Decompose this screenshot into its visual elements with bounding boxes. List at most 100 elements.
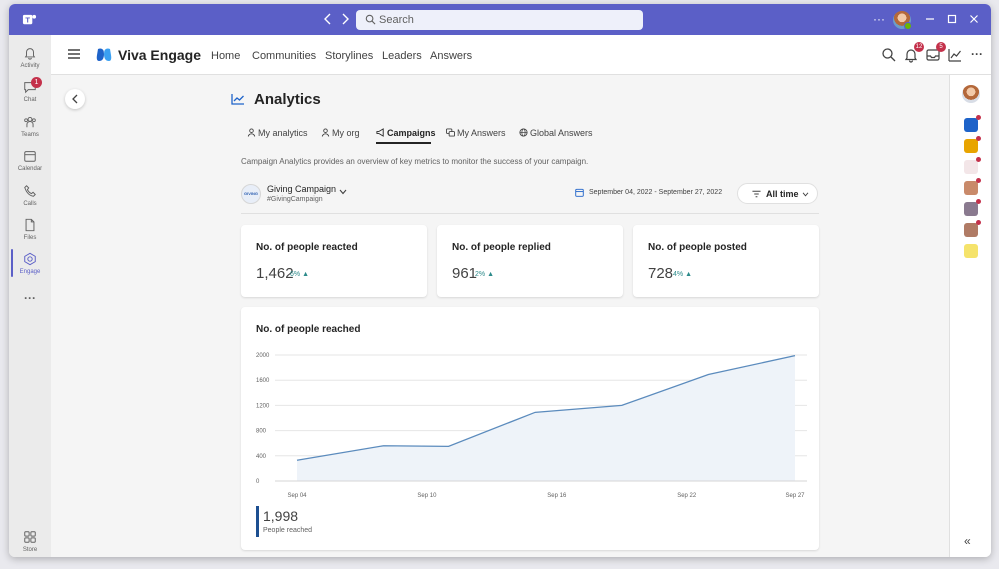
maximize-icon[interactable] (944, 11, 960, 31)
rail-item-engage[interactable]: Engage (9, 247, 51, 281)
close-icon[interactable] (966, 11, 982, 31)
minimize-icon[interactable] (922, 11, 938, 31)
stat-delta: 2% ▲ (475, 271, 494, 278)
x-tick-label: Sep 04 (287, 493, 307, 499)
app-notification-dot (976, 199, 981, 204)
time-filter-dropdown[interactable]: All time (737, 183, 818, 204)
tab-my-analytics[interactable]: My analytics (247, 127, 308, 145)
qa-icon (446, 128, 455, 137)
app-notification-dot (976, 157, 981, 162)
tab-campaigns[interactable]: Campaigns (376, 127, 436, 145)
rail-item-calls[interactable]: Calls (9, 179, 51, 213)
tab-label: Global Answers (530, 128, 593, 138)
chat-badge: 1 (31, 77, 42, 88)
rail-item-chat[interactable]: 1 Chat (9, 75, 51, 109)
date-calendar-icon (575, 188, 584, 197)
stat-card-posted: No. of people posted 728 4% ▲ (633, 225, 819, 297)
tab-label: Campaigns (387, 128, 436, 138)
rail-item-teams[interactable]: Teams (9, 110, 51, 144)
stat-value: 1,462 (256, 265, 294, 282)
app-notification-dot (976, 178, 981, 183)
brand-title[interactable]: Viva Engage (118, 47, 202, 63)
app-icon-6[interactable] (964, 220, 981, 237)
back-button[interactable] (65, 89, 85, 109)
more-options-icon[interactable]: ··· (873, 12, 885, 26)
x-tick-label: Sep 27 (785, 493, 805, 499)
app-icon-7[interactable] (964, 244, 978, 258)
rail-item-calendar[interactable]: Calendar (9, 144, 51, 178)
main-content: Analytics My analytics My org Campaigns … (51, 75, 949, 557)
title-bar: T Search ··· (9, 4, 991, 35)
nav-communities[interactable]: Communities (252, 50, 317, 62)
stat-delta: 6% ▲ (290, 271, 309, 278)
more-apps-icon: ··· (24, 291, 36, 305)
back-arrow-icon[interactable] (320, 11, 336, 27)
reached-label: People reached (263, 527, 313, 534)
right-app-rail: « (949, 75, 991, 557)
analytics-chart-icon (231, 94, 244, 105)
svg-text:T: T (25, 15, 30, 24)
reach-chart: 0 400 800 1200 1600 2000 Sep 04 Sep 10 Sep 16 Sep… (256, 353, 807, 499)
tab-my-answers[interactable]: My Answers (446, 127, 506, 145)
hamburger-menu-icon[interactable] (67, 48, 81, 60)
reach-chart-card: No. of people reached 0 400 800 1200 1600 200… (241, 307, 819, 550)
y-tick-label: 0 (256, 479, 260, 485)
chevron-down-icon (802, 192, 809, 197)
notifications-badge: 12 (914, 42, 924, 52)
time-filter-label: All time (766, 189, 799, 199)
x-tick-label: Sep 16 (547, 493, 567, 499)
stat-card-replied: No. of people replied 961 2% ▲ (437, 225, 623, 297)
reach-area (297, 355, 795, 481)
inbox-icon[interactable]: 5 (925, 42, 946, 63)
nav-home[interactable]: Home (211, 50, 241, 62)
reach-line (296, 354, 796, 461)
tab-global-answers[interactable]: Global Answers (519, 127, 594, 145)
forward-arrow-icon[interactable] (337, 11, 353, 27)
inbox-badge: 5 (936, 42, 946, 52)
megaphone-icon (376, 128, 384, 137)
search-icon (365, 14, 376, 25)
stat-title: No. of people reacted (256, 242, 358, 253)
notifications-bell-icon[interactable]: 12 (903, 42, 924, 63)
tab-label: My analytics (258, 128, 308, 138)
tab-label: My Answers (457, 128, 506, 138)
app-icon-4[interactable] (964, 178, 981, 195)
campaign-name[interactable]: Giving Campaign (267, 184, 337, 194)
nav-storylines[interactable]: Storylines (325, 50, 374, 62)
y-tick-label: 1600 (256, 378, 270, 384)
app-icon-2[interactable] (964, 136, 981, 153)
tab-label: My org (332, 128, 360, 138)
collapse-double-chevron-icon[interactable]: « (964, 534, 971, 548)
rail-more-apps[interactable]: ··· (9, 291, 51, 325)
rail-item-store[interactable]: Store (9, 525, 51, 557)
nav-leaders[interactable]: Leaders (382, 50, 422, 62)
search-input[interactable]: Search (356, 10, 643, 30)
tab-my-org[interactable]: My org (321, 127, 361, 145)
rail-item-activity[interactable]: Activity (9, 41, 51, 75)
analytics-trend-icon[interactable] (947, 47, 963, 63)
x-tick-label: Sep 22 (677, 493, 697, 499)
app-icon-1[interactable] (964, 115, 981, 132)
header-search-icon[interactable] (881, 47, 897, 63)
chevron-left-icon (72, 94, 78, 104)
stat-title: No. of people replied (452, 242, 551, 253)
rail-label-store: Store (22, 547, 38, 553)
app-icon-5[interactable] (964, 199, 981, 216)
app-notification-dot (976, 220, 981, 225)
teams-logo-icon[interactable]: T (22, 12, 37, 27)
bell-icon (24, 48, 36, 60)
phone-icon (24, 185, 36, 197)
nav-answers[interactable]: Answers (430, 50, 473, 62)
viva-engage-logo-icon[interactable] (95, 46, 113, 64)
globe-icon (519, 128, 528, 137)
header-more-icon[interactable]: ··· (971, 47, 983, 61)
rail-label-calendar: Calendar (17, 166, 43, 172)
store-icon (24, 531, 36, 543)
campaign-chevron-down-icon[interactable] (339, 189, 347, 195)
rail-item-files[interactable]: Files (9, 213, 51, 247)
app-icon-3[interactable] (964, 157, 981, 174)
stat-delta: 4% ▲ (673, 271, 692, 278)
user-avatar[interactable] (893, 11, 912, 30)
side-avatar[interactable] (962, 85, 980, 103)
rail-label-calls: Calls (23, 201, 37, 207)
